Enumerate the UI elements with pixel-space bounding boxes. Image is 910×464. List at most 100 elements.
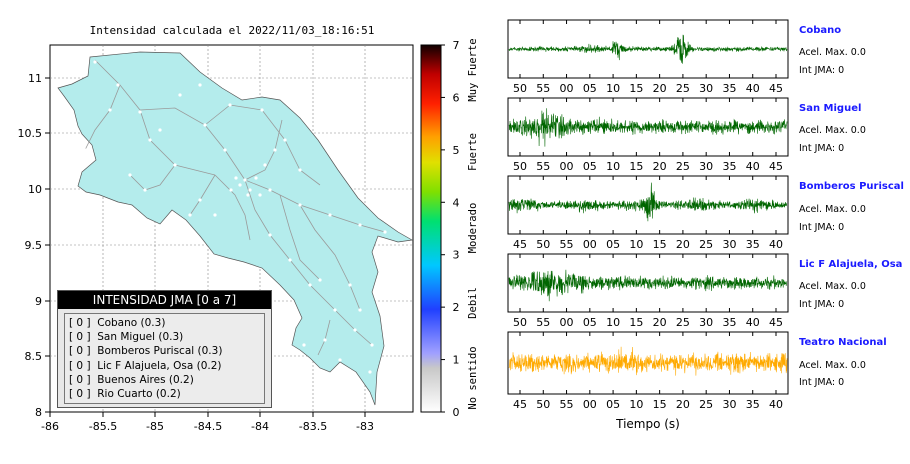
costa-rica-land [57,51,414,406]
colorbar-tick-label: 3 [453,249,460,262]
town-point [302,343,306,347]
map-x-axis: -86 -85.5 -85 -84.5 -84 -83.5 -83 [41,412,374,433]
town-point [370,343,374,347]
town-point [338,358,342,362]
x-tick-label: -84 [251,420,269,433]
waveform-panel-3: 50 55 00 05 10 15 20 25 30 35 40 45 [507,253,789,329]
waveform-panel: 50 55 00 05 10 15 20 25 30 35 40 45 50 55 00 05 10 15 20 25… [490,0,910,460]
town-point [353,328,357,332]
road [204,104,321,186]
town-point [138,110,142,114]
station-name: San Miguel [799,103,862,114]
waveform-tick-label: 00 [560,82,574,95]
colorbar-tick-label: 2 [453,301,460,314]
waveform-tick-label: 00 [583,238,597,251]
town-point [173,163,177,167]
waveform-tick-label: 40 [746,316,760,329]
waveform-tick-label: 00 [583,398,597,411]
town-point [83,148,87,152]
y-tick-label: 8.5 [25,350,43,363]
colorbar-label: Fuerte [467,133,479,171]
legend-row: [ 0 ] Buenos Aires (0.2) [69,373,194,386]
legend-row: [ 0 ] San Miguel (0.3) [69,331,184,344]
colorbar-label: Muy Fuerte [467,38,479,101]
waveform-tick-label: 50 [513,82,527,95]
map-y-axis: 11 10.5 10 9.5 9 8.5 8 [18,72,50,419]
legend-row: [ 0 ] Cobano (0.3) [69,317,166,329]
waveform-panel-1: 50 55 00 05 10 15 20 25 30 35 40 45 [507,97,789,173]
road [214,174,251,241]
waveform-tick-label: 45 [513,398,527,411]
x-tick-label: -85 [146,420,164,433]
waveform-xlabel: Tiempo (s) [615,417,680,431]
town-point [198,198,202,202]
town-point [158,128,162,132]
waveform-tick-label: 15 [653,238,667,251]
waveform-tick-label: 15 [629,316,643,329]
waveform-panel-0: 50 55 00 05 10 15 20 25 30 35 40 45 [507,19,789,95]
y-tick-label: 9 [35,295,42,308]
town-point [333,308,337,312]
waveform-tick-label: 30 [722,398,736,411]
waveform-tick-label: 50 [536,398,550,411]
waveform-tick-label: 20 [653,160,667,173]
waveform-trace [508,182,788,222]
waveform-tick-label: 00 [560,316,574,329]
waveform-tick-label: 55 [560,398,574,411]
legend-row: [ 0 ] Rio Cuarto (0.2) [69,388,181,401]
town-point [246,193,250,197]
town-points [83,60,387,374]
colorbar-tick-label: 0 [453,406,460,419]
waveform-tick-label: 45 [769,316,783,329]
waveform-tick-label: 40 [746,82,760,95]
station-name: Bomberos Puriscal [799,181,904,192]
waveform-tick-label: 20 [653,316,667,329]
town-point [234,176,238,180]
town-point [318,278,322,282]
station-int: Int JMA: 0 [799,65,845,76]
x-tick-label: -84.5 [194,420,222,433]
waveform-tick-label: 45 [769,82,783,95]
legend-list: [ 0 ] Cobano (0.3) [ 0 ] San Miguel (0.3… [64,313,265,405]
waveform-panel-4: 45 50 55 00 05 10 15 20 25 30 35 40 [507,331,789,411]
colorbar-tick-label: 5 [453,144,460,157]
legend-row: [ 0 ] Bomberos Puriscal (0.3) [69,345,223,358]
waveform-tick-label: 55 [536,160,550,173]
waveform-tick-label: 15 [629,160,643,173]
town-point [260,108,264,112]
road [94,59,216,176]
intensity-map-panel: Intensidad calculada el 2022/11/03_18:16… [18,24,480,433]
town-point [198,83,202,87]
town-point [228,103,232,107]
waveform-tick-label: 05 [583,82,597,95]
town-point [358,223,362,227]
x-tick-label: -86 [41,420,59,433]
waveform-tick-label: 20 [676,398,690,411]
legend-title: INTENSIDAD JMA [0 a 7] [58,291,271,309]
town-point [288,258,292,262]
waveform-tick-label: 45 [769,160,783,173]
colorbar-tick-label: 7 [453,39,460,52]
station-acel: Acel. Max. 0.0 [799,204,866,215]
town-point [273,148,277,152]
colorbar-tick-label: 6 [453,91,460,104]
town-point [143,188,147,192]
road [244,179,386,233]
waveform-plots: 50 55 00 05 10 15 20 25 30 35 40 45 50 55 00 05 10 15 20 25… [507,19,789,431]
road [84,84,121,151]
waveform-tick-label: 15 [653,398,667,411]
waveform-panel-2: 45 50 55 00 05 10 15 20 25 30 35 40 [507,175,789,251]
town-point [258,193,262,197]
map-title: Intensidad calculada el 2022/11/03_18:16… [90,24,375,37]
station-name: Cobano [799,25,842,36]
station-int: Int JMA: 0 [799,299,845,310]
town-point [298,168,302,172]
waveform-tick-label: 40 [769,238,783,251]
colorbar-ticks: 0 1 2 3 4 5 6 7 [441,39,460,419]
waveform-tick-label: 55 [560,238,574,251]
waveform-tick-label: 35 [746,398,760,411]
intensity-colorbar [421,45,441,412]
colorbar-gradient [421,45,441,412]
road [129,164,176,191]
y-tick-label: 11 [28,72,42,85]
